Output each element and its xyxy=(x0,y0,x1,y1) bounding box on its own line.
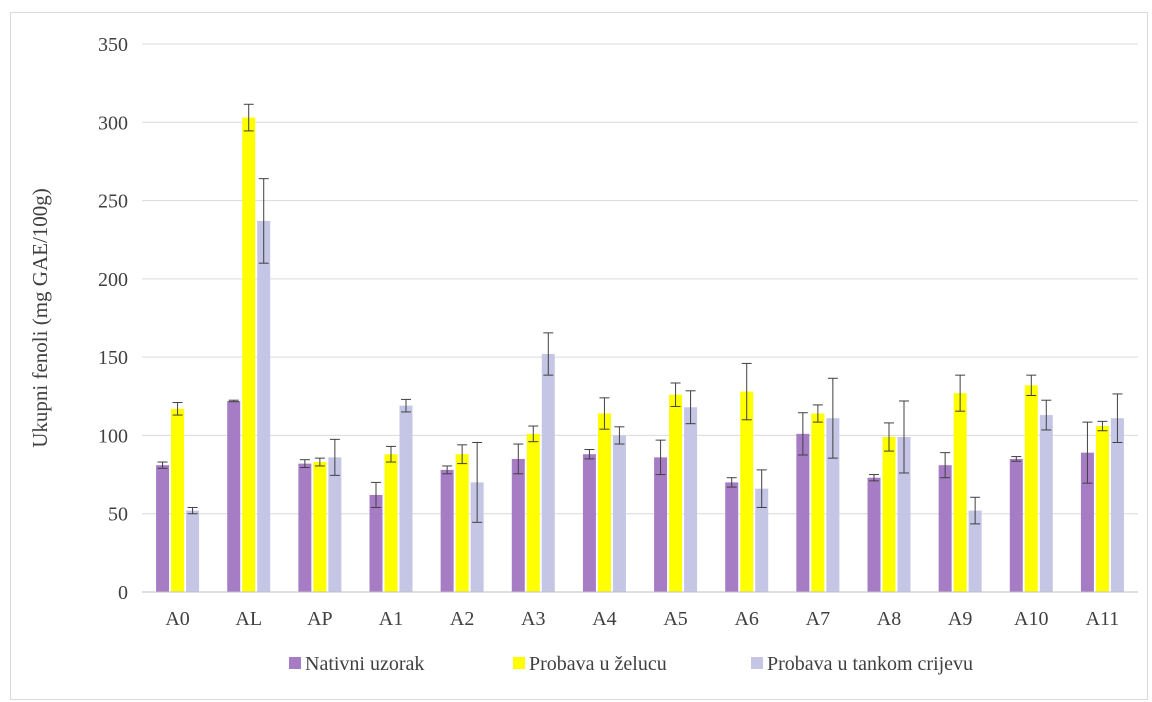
y-tick-label: 250 xyxy=(98,191,128,213)
bar-A5-series-0 xyxy=(654,457,668,592)
bar-A3-series-2 xyxy=(541,354,555,592)
bar-A5-series-1 xyxy=(669,394,683,592)
bar-A6-series-2 xyxy=(755,488,769,592)
bar-A7-series-0 xyxy=(796,433,810,592)
legend-swatch xyxy=(751,657,763,669)
bar-A0-series-0 xyxy=(156,465,170,592)
bar-AL-series-0 xyxy=(227,400,241,592)
y-tick-label: 100 xyxy=(98,425,128,447)
y-tick-label: 0 xyxy=(118,582,128,604)
x-tick-label: AP xyxy=(307,608,333,630)
bar-A1-series-0 xyxy=(369,494,383,592)
bar-A9-series-0 xyxy=(938,465,952,592)
x-tick-label: A3 xyxy=(521,608,545,630)
bar-A8-series-0 xyxy=(867,477,881,592)
bar-A11-series-2 xyxy=(1110,418,1124,592)
x-tick-label: A6 xyxy=(734,608,758,630)
x-tick-label: A10 xyxy=(1014,608,1048,630)
bar-A4-series-2 xyxy=(612,435,626,592)
y-tick-label: 150 xyxy=(98,347,128,369)
bar-A8-series-1 xyxy=(882,436,896,592)
bar-A10-series-1 xyxy=(1024,385,1038,592)
bar-A1-series-2 xyxy=(399,405,413,592)
x-tick-label: A1 xyxy=(379,608,403,630)
error-bars xyxy=(157,103,1123,525)
x-tick-label: A8 xyxy=(877,608,901,630)
legend-label: Nativni uzorak xyxy=(305,653,424,675)
y-axis-label: Ukupni fenoli (mg GAE/100g) xyxy=(28,188,52,448)
bar-AP-series-1 xyxy=(313,462,327,592)
bar-A6-series-1 xyxy=(740,391,754,592)
bar-A9-series-1 xyxy=(953,393,967,592)
x-tick-label: AL xyxy=(235,608,262,630)
bar-A10-series-0 xyxy=(1009,458,1023,592)
axes: 0 50 100 150 200 250 300 350 A0 AL AP A1 A2 A3 A4 A5 A6 A… xyxy=(98,34,1138,630)
x-tick-label: A5 xyxy=(663,608,687,630)
legend-label: Probava u tankom crijevu xyxy=(767,653,973,675)
bar-A9-series-2 xyxy=(968,510,982,592)
bar-A7-series-1 xyxy=(811,413,825,592)
legend: Nativni uzorak Probava u želucu Probava u … xyxy=(289,653,973,675)
x-tick-label: A4 xyxy=(592,608,616,630)
bar-A4-series-0 xyxy=(582,454,596,592)
x-tick-label: A7 xyxy=(806,608,830,630)
y-tick-label: 50 xyxy=(108,504,128,526)
bar-A1-series-1 xyxy=(384,454,398,592)
bar-A5-series-2 xyxy=(684,407,698,592)
bar-A3-series-0 xyxy=(511,458,525,592)
bar-A11-series-1 xyxy=(1095,426,1109,592)
gridlines xyxy=(142,43,1138,515)
bar-A0-series-2 xyxy=(186,510,200,592)
legend-swatch xyxy=(513,657,525,669)
legend-item-0: Nativni uzorak xyxy=(289,653,424,675)
bar-A7-series-2 xyxy=(826,418,840,592)
x-tick-label: A2 xyxy=(450,608,474,630)
bar-A0-series-1 xyxy=(171,408,185,592)
legend-swatch xyxy=(289,657,301,669)
x-tick-label: A11 xyxy=(1086,608,1120,630)
x-tick-label: A0 xyxy=(165,608,189,630)
bar-A11-series-0 xyxy=(1080,452,1094,592)
chart-frame xyxy=(10,12,1148,700)
bar-AL-series-2 xyxy=(257,220,271,592)
legend-item-1: Probava u želucu xyxy=(513,653,667,675)
legend-label: Probava u želucu xyxy=(529,653,667,675)
bar-AP-series-2 xyxy=(328,457,342,592)
bar-A3-series-1 xyxy=(526,433,540,592)
y-tick-label: 300 xyxy=(98,112,128,134)
bar-A4-series-1 xyxy=(597,413,611,592)
bar-A2-series-2 xyxy=(470,482,484,592)
bar-A10-series-2 xyxy=(1039,415,1053,592)
y-tick-label: 350 xyxy=(98,34,128,56)
legend-item-2: Probava u tankom crijevu xyxy=(751,653,973,675)
bar-A2-series-0 xyxy=(440,469,454,592)
bar-A8-series-2 xyxy=(897,436,911,592)
bar-AP-series-0 xyxy=(298,463,312,592)
x-tick-label: A9 xyxy=(948,608,972,630)
bars xyxy=(156,117,1124,593)
bar-A6-series-0 xyxy=(725,482,739,592)
bar-AL-series-1 xyxy=(242,117,256,593)
bar-A2-series-1 xyxy=(455,454,469,592)
y-tick-label: 200 xyxy=(98,269,128,291)
